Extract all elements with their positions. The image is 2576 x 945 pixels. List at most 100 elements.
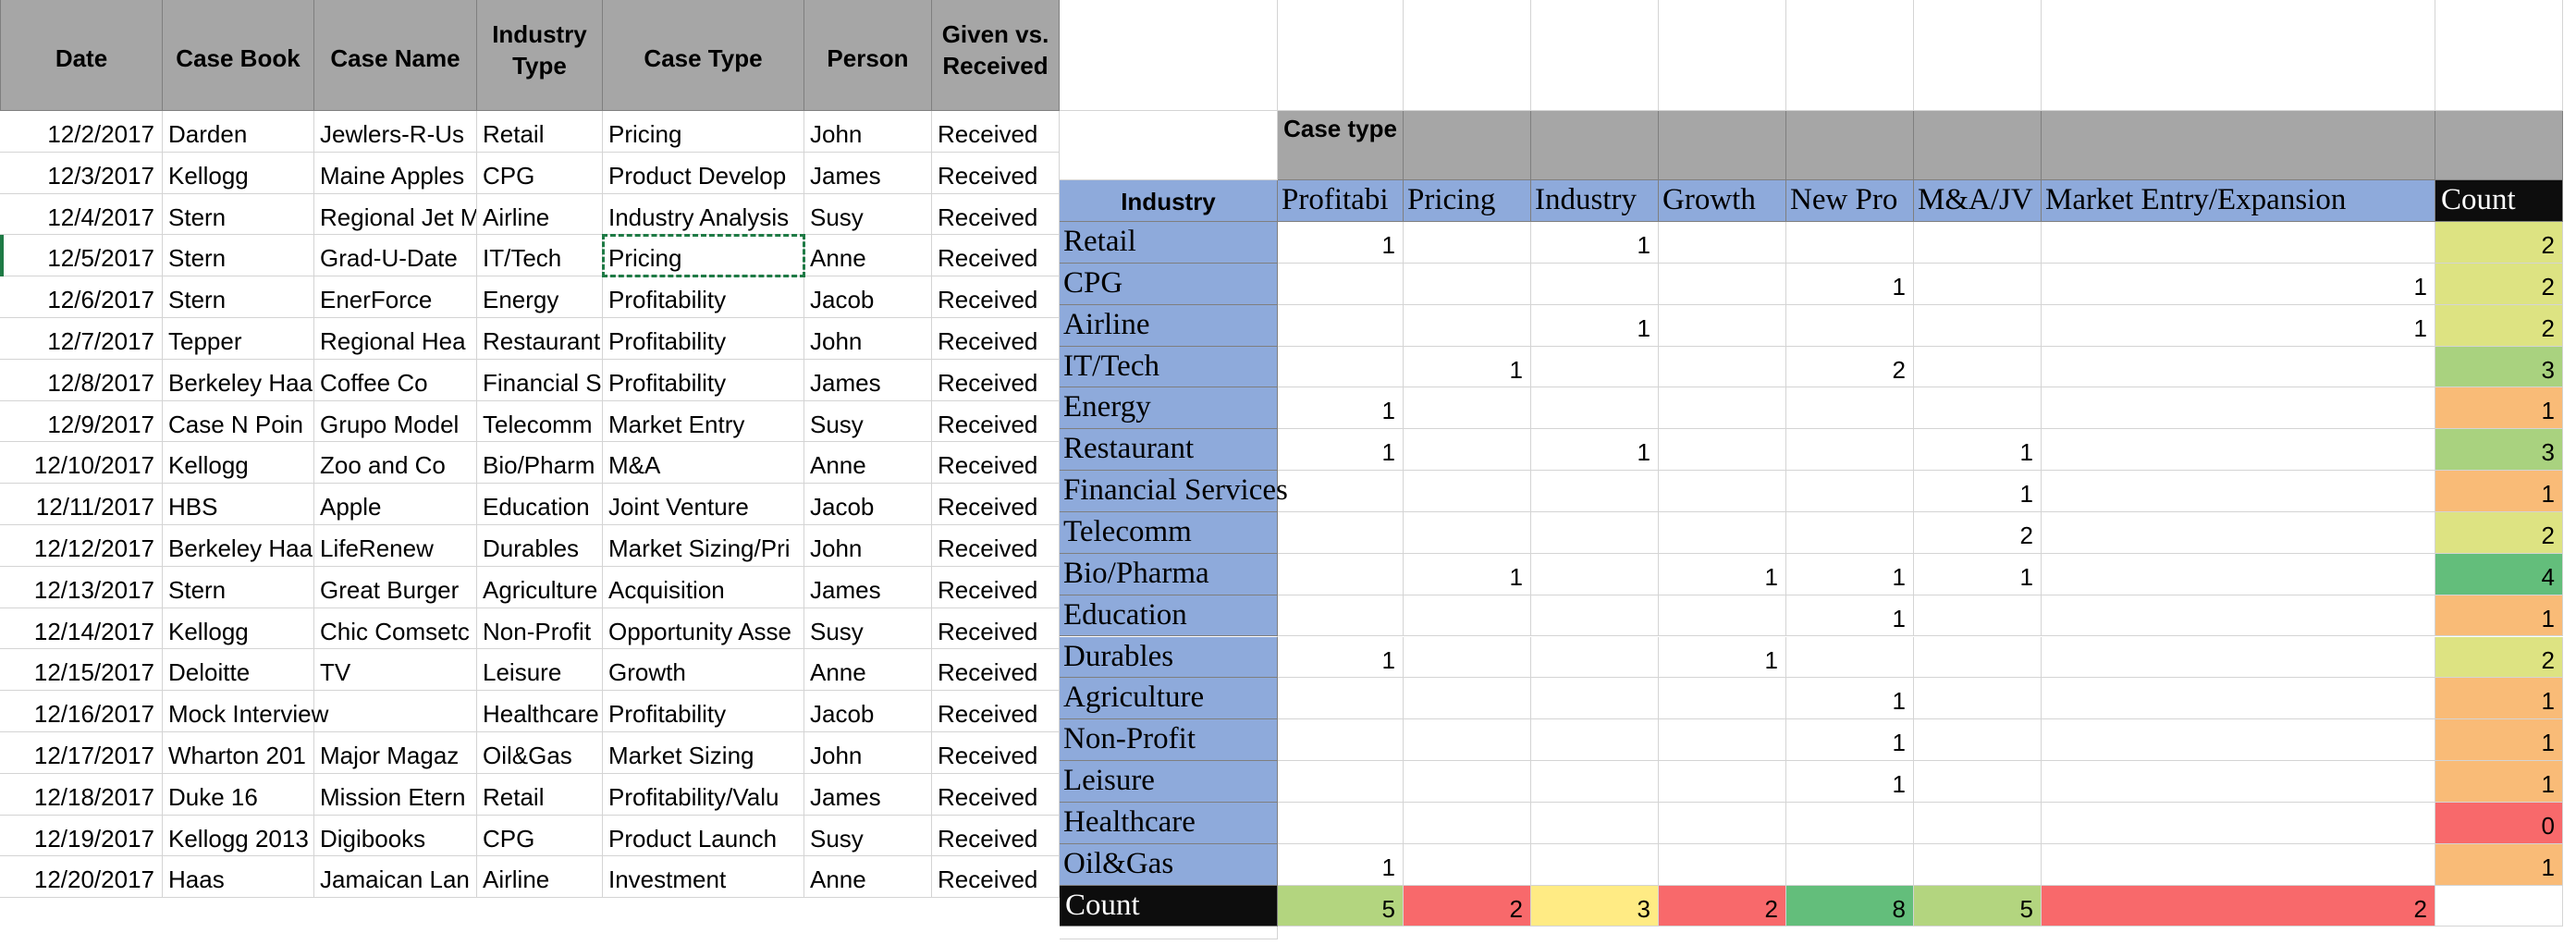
pivot-value-cell[interactable]: [1278, 802, 1404, 844]
pivot-value-cell[interactable]: [1786, 304, 1914, 347]
case-name-cell[interactable]: Coffee Co: [314, 359, 477, 401]
pivot-value-cell[interactable]: [1404, 843, 1531, 886]
pivot-row-count-cell[interactable]: 1: [2435, 387, 2563, 430]
case-given-cell[interactable]: Received: [932, 193, 1060, 236]
empty-cell[interactable]: [1060, 111, 1278, 180]
case-industry-cell[interactable]: CPG: [477, 815, 603, 857]
pivot-count-header[interactable]: Count: [2435, 180, 2563, 222]
case-given-cell[interactable]: Received: [932, 442, 1060, 485]
pivot-value-cell[interactable]: [1531, 471, 1659, 512]
case-name-cell[interactable]: EnerForce: [314, 276, 477, 318]
case-type-cell[interactable]: Pricing: [603, 111, 804, 153]
pivot-value-cell[interactable]: [1531, 595, 1659, 637]
case-type-cell[interactable]: Investment: [603, 856, 804, 899]
case-book-cell[interactable]: Kellogg 2013: [163, 815, 314, 857]
case-book-cell[interactable]: Stern: [163, 235, 314, 277]
case-type-cell[interactable]: Profitability: [603, 276, 804, 318]
case-person-cell[interactable]: Anne: [804, 442, 932, 485]
case-person-cell[interactable]: Jacob: [804, 484, 932, 525]
case-book-cell[interactable]: Haas: [163, 856, 314, 899]
case-book-cell[interactable]: Kellogg: [163, 608, 314, 650]
pivot-value-cell[interactable]: [1786, 636, 1914, 679]
pivot-value-cell[interactable]: [1531, 263, 1659, 305]
pivot-total-cell[interactable]: 3: [1531, 885, 1659, 927]
pivot-value-cell[interactable]: [1914, 222, 2042, 264]
case-date-cell[interactable]: 12/4/2017: [0, 193, 163, 236]
case-person-cell[interactable]: James: [804, 359, 932, 401]
pivot-value-cell[interactable]: [1659, 678, 1786, 720]
pivot-industry-cell[interactable]: Restaurant: [1060, 429, 1278, 472]
pivot-value-cell[interactable]: 1: [1531, 429, 1659, 472]
case-type-cell[interactable]: Market Sizing/Pri: [603, 525, 804, 567]
pivot-value-cell[interactable]: [1531, 719, 1659, 762]
pivot-total-cell[interactable]: 2: [1659, 885, 1786, 927]
pivot-value-cell[interactable]: [1786, 511, 1914, 554]
case-name-cell[interactable]: Mission Etern: [314, 773, 477, 816]
pivot-value-cell[interactable]: [1404, 471, 1531, 512]
case-type-cell[interactable]: Product Launch: [603, 815, 804, 857]
pivot-industry-cell[interactable]: Retail: [1060, 222, 1278, 264]
empty-cell[interactable]: [1914, 0, 2042, 111]
case-type-label-cell[interactable]: Case type: [1278, 111, 1404, 180]
case-given-cell[interactable]: Received: [932, 608, 1060, 650]
pivot-row-count-cell[interactable]: 1: [2435, 678, 2563, 720]
pivot-row-count-cell[interactable]: 1: [2435, 719, 2563, 762]
pivot-value-cell[interactable]: [1278, 595, 1404, 637]
case-book-cell[interactable]: Mock Interview: [163, 691, 328, 732]
pivot-value-cell[interactable]: [2042, 595, 2435, 637]
pivot-column-header[interactable]: M&A/JV: [1914, 180, 2042, 222]
case-date-cell[interactable]: 12/13/2017: [0, 566, 163, 608]
case-given-cell[interactable]: Received: [932, 856, 1060, 899]
pivot-value-cell[interactable]: [2042, 387, 2435, 430]
pivot-value-cell[interactable]: [1659, 471, 1786, 512]
pivot-value-cell[interactable]: [2042, 719, 2435, 762]
pivot-header-blank[interactable]: [1404, 111, 1531, 180]
case-book-cell[interactable]: Berkeley Haa: [163, 359, 314, 401]
pivot-value-cell[interactable]: [2042, 636, 2435, 679]
case-given-cell[interactable]: Received: [932, 773, 1060, 816]
pivot-value-cell[interactable]: [2042, 761, 2435, 803]
pivot-total-cell[interactable]: 5: [1278, 885, 1404, 927]
pivot-value-cell[interactable]: 1: [1659, 636, 1786, 679]
pivot-value-cell[interactable]: [1278, 553, 1404, 595]
case-type-cell[interactable]: Product Develop: [603, 152, 804, 194]
case-industry-cell[interactable]: Leisure: [477, 649, 603, 692]
pivot-value-cell[interactable]: [2042, 429, 2435, 472]
pivot-industry-header[interactable]: Industry: [1060, 180, 1278, 222]
pivot-value-cell[interactable]: [1659, 843, 1786, 886]
pivot-value-cell[interactable]: [1531, 802, 1659, 844]
case-type-cell[interactable]: Market Sizing: [603, 732, 804, 774]
empty-cell[interactable]: [1786, 0, 1914, 111]
pivot-value-cell[interactable]: [1404, 222, 1531, 264]
pivot-value-cell[interactable]: 1: [1786, 553, 1914, 595]
header-industry-type[interactable]: Industry Type: [477, 0, 603, 111]
pivot-row-count-cell[interactable]: 1: [2435, 761, 2563, 803]
case-industry-cell[interactable]: Non-Profit: [477, 608, 603, 650]
pivot-value-cell[interactable]: 1: [1404, 553, 1531, 595]
pivot-header-blank[interactable]: [2042, 111, 2435, 180]
pivot-row-count-cell[interactable]: 2: [2435, 304, 2563, 347]
case-industry-cell[interactable]: Restaurant: [477, 318, 603, 360]
case-person-cell[interactable]: James: [804, 566, 932, 608]
pivot-value-cell[interactable]: [2042, 222, 2435, 264]
pivot-value-cell[interactable]: [2042, 511, 2435, 554]
case-book-cell[interactable]: Deloitte: [163, 649, 314, 692]
case-date-cell[interactable]: 12/12/2017: [0, 525, 163, 567]
pivot-value-cell[interactable]: [1278, 761, 1404, 803]
pivot-header-blank[interactable]: [2435, 111, 2563, 180]
case-name-cell[interactable]: Great Burger: [314, 566, 477, 608]
case-name-cell[interactable]: Maine Apples: [314, 152, 477, 194]
case-book-cell[interactable]: Darden: [163, 111, 314, 153]
pivot-value-cell[interactable]: 1: [2042, 263, 2435, 305]
case-industry-cell[interactable]: Bio/Pharm: [477, 442, 603, 485]
pivot-industry-cell[interactable]: IT/Tech: [1060, 346, 1278, 388]
case-type-cell[interactable]: Profitability: [603, 318, 804, 360]
case-date-cell[interactable]: 12/9/2017: [0, 400, 163, 443]
case-name-cell[interactable]: Apple: [314, 484, 477, 525]
pivot-value-cell[interactable]: [1659, 346, 1786, 388]
pivot-industry-cell[interactable]: Healthcare: [1060, 802, 1278, 844]
pivot-value-cell[interactable]: [1659, 719, 1786, 762]
pivot-value-cell[interactable]: [1786, 471, 1914, 512]
case-industry-cell[interactable]: Healthcare: [477, 691, 603, 732]
